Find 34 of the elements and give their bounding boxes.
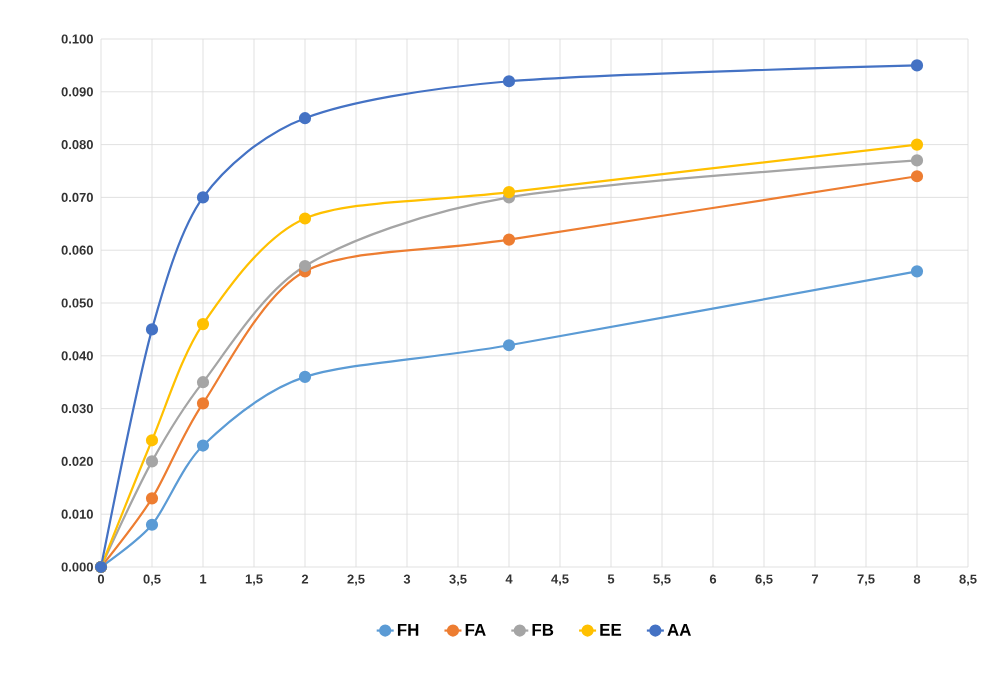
y-tick-label: 0.010 xyxy=(61,509,93,519)
x-tick-label: 2 xyxy=(301,574,309,584)
y-tick-label: 0.030 xyxy=(61,404,93,414)
x-tick-label: 8,5 xyxy=(959,574,977,586)
y-tick-label: 0.050 xyxy=(61,298,93,308)
x-tick-label: 3 xyxy=(403,574,411,584)
x-tick-label: 3,5 xyxy=(449,574,467,586)
x-tick-label: 0,5 xyxy=(143,574,161,586)
x-tick-label: 4 xyxy=(505,574,513,584)
y-tick-label: 0.080 xyxy=(61,140,93,150)
x-tick-label: 8 xyxy=(913,574,921,584)
y-tick-label: 0.040 xyxy=(61,351,93,361)
legend-label: FB xyxy=(532,623,554,636)
x-tick-label: 2,5 xyxy=(347,574,365,586)
legend-label: FA xyxy=(465,623,486,636)
y-tick-label: 0.100 xyxy=(61,34,93,44)
x-tick-label: 6 xyxy=(709,574,717,584)
x-tick-label: 4,5 xyxy=(551,574,569,586)
x-tick-label: 1,5 xyxy=(245,574,263,586)
legend-label: EE xyxy=(600,623,622,636)
y-tick-label: 0.060 xyxy=(61,245,93,255)
legend-label: AA xyxy=(667,623,691,636)
y-tick-label: 0.090 xyxy=(61,87,93,97)
x-tick-label: 7,5 xyxy=(857,574,875,586)
legend-label: FH xyxy=(397,623,419,636)
x-tick-label: 5 xyxy=(607,574,615,584)
x-tick-label: 1 xyxy=(200,574,207,584)
x-tick-label: 0 xyxy=(97,574,105,584)
x-tick-label: 7 xyxy=(811,574,819,584)
x-tick-label: 6,5 xyxy=(755,574,773,586)
x-tick-label: 5,5 xyxy=(653,574,671,586)
y-tick-label: 0.070 xyxy=(61,192,93,202)
y-tick-label: 0.000 xyxy=(61,562,93,572)
y-tick-label: 0.020 xyxy=(61,456,93,466)
